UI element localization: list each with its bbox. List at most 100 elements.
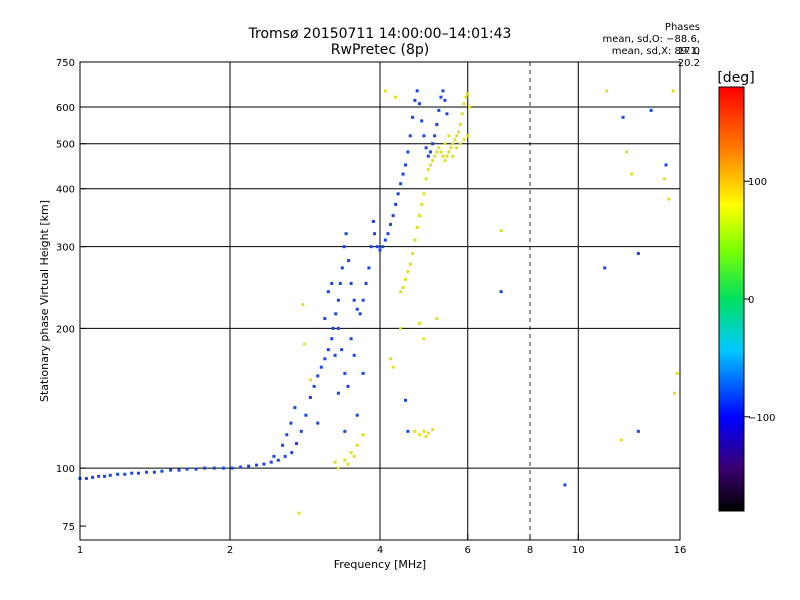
- echo-point: [145, 470, 149, 474]
- x-tick-label: 1: [77, 545, 83, 556]
- echo-point: [289, 421, 293, 425]
- echo-point: [272, 454, 276, 458]
- echo-point: [667, 197, 671, 201]
- echo-point: [435, 317, 439, 321]
- echo-point: [336, 298, 340, 302]
- echo-point: [293, 406, 297, 410]
- echo-point: [352, 454, 356, 458]
- echo-point: [625, 150, 629, 154]
- echo-point: [449, 146, 453, 150]
- echo-point: [91, 475, 95, 479]
- colorbar-tick-label: −100: [748, 413, 775, 424]
- echo-point: [428, 163, 432, 167]
- echo-point: [355, 443, 359, 447]
- echo-point: [394, 95, 398, 99]
- echo-point: [185, 467, 189, 471]
- echo-point: [417, 321, 421, 325]
- echo-point: [262, 462, 266, 466]
- x-axis-label: Frequency [MHz]: [334, 558, 426, 571]
- echo-point: [304, 413, 308, 417]
- echo-point: [281, 443, 285, 447]
- echo-point: [563, 483, 567, 487]
- echo-point: [411, 115, 415, 119]
- y-axis-label: Stationary phase Virtual Height [km]: [38, 200, 51, 402]
- echo-point: [441, 154, 445, 158]
- echo-point: [415, 225, 419, 229]
- echo-point: [428, 150, 432, 154]
- echo-point: [399, 326, 403, 330]
- echo-point: [605, 89, 609, 93]
- echo-point: [673, 391, 677, 395]
- echo-point: [443, 142, 447, 146]
- echo-point: [426, 431, 430, 435]
- echo-point: [338, 281, 342, 285]
- echo-point: [352, 353, 356, 357]
- echo-point: [381, 245, 385, 249]
- echo-point: [285, 433, 289, 437]
- echo-point: [349, 337, 353, 341]
- y-tick-label: 500: [56, 140, 75, 151]
- echo-point: [361, 371, 365, 375]
- echo-point: [364, 281, 368, 285]
- echo-point: [406, 150, 410, 154]
- echo-point: [169, 468, 173, 472]
- echo-point: [417, 214, 421, 218]
- echo-point: [447, 150, 451, 154]
- echo-point: [399, 290, 403, 294]
- echo-point: [326, 290, 330, 294]
- echo-point: [160, 469, 164, 473]
- echo-point: [649, 108, 653, 112]
- echo-point: [413, 238, 417, 242]
- echo-point: [499, 290, 503, 294]
- colorbar: [718, 86, 745, 512]
- echo-point: [394, 202, 398, 206]
- echo-point: [413, 98, 417, 102]
- echo-point: [347, 259, 351, 263]
- echo-point: [403, 163, 407, 167]
- echo-point: [269, 460, 273, 464]
- echo-point: [399, 182, 403, 186]
- echo-point: [312, 384, 316, 388]
- echo-point: [435, 150, 439, 154]
- echo-point: [424, 177, 428, 181]
- echo-point: [355, 307, 359, 311]
- echo-point: [283, 454, 287, 458]
- echo-point: [408, 262, 412, 266]
- echo-point: [194, 467, 198, 471]
- y-tick-label: 100: [56, 464, 75, 475]
- echo-point: [466, 134, 470, 138]
- echo-point: [420, 202, 424, 206]
- echo-point: [383, 89, 387, 93]
- echo-point: [411, 252, 415, 256]
- echo-point: [431, 142, 435, 146]
- echo-point: [447, 134, 451, 138]
- echo-point: [330, 337, 334, 341]
- echo-point: [136, 471, 140, 475]
- echo-point: [316, 374, 320, 378]
- echo-point: [108, 473, 112, 477]
- echo-point: [316, 421, 320, 425]
- y-tick-label: 750: [56, 58, 75, 69]
- echo-point: [340, 266, 344, 270]
- echo-point: [431, 159, 435, 163]
- echo-point: [358, 312, 362, 316]
- echo-point: [675, 371, 679, 375]
- echo-point: [439, 95, 443, 99]
- echo-point: [663, 177, 667, 181]
- echo-point: [343, 429, 347, 433]
- echo-point: [369, 245, 373, 249]
- echo-point: [333, 460, 337, 464]
- colorbar-tick-label: 0: [748, 295, 754, 306]
- echo-point: [276, 458, 280, 462]
- echo-point: [391, 214, 395, 218]
- echo-point: [603, 266, 607, 270]
- echo-point: [396, 192, 400, 196]
- echo-point: [437, 146, 441, 150]
- y-tick-label: 400: [56, 185, 75, 196]
- echo-point: [295, 441, 299, 445]
- data-points: [78, 89, 679, 515]
- phase-stats-heading: Phases: [664, 22, 700, 33]
- echo-point: [445, 154, 449, 158]
- echo-point: [422, 337, 426, 341]
